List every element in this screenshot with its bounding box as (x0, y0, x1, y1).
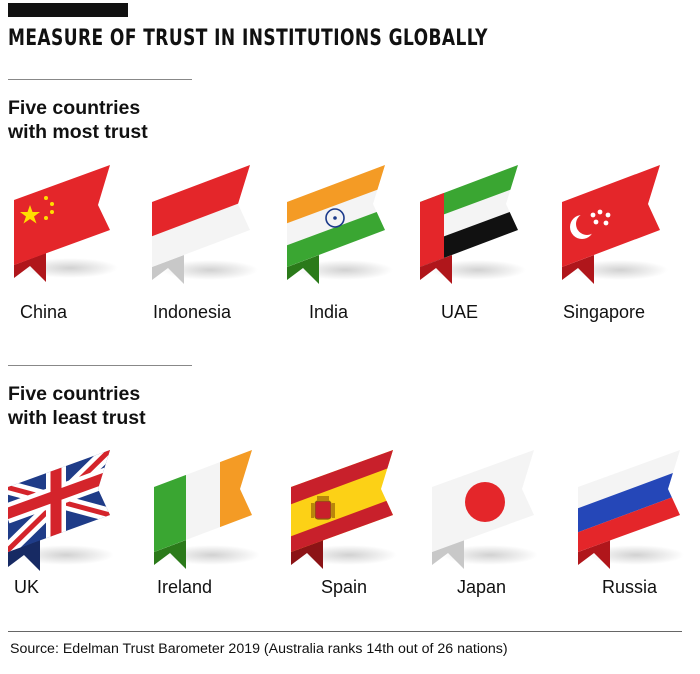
flag-ireland (152, 445, 276, 575)
most-trust-heading-line2: with most trust (8, 121, 148, 143)
country-label: Russia (602, 577, 658, 597)
flag-uk (6, 445, 130, 575)
flag-china (10, 160, 134, 290)
flag-india (285, 160, 409, 290)
country-label: Indonesia (153, 302, 232, 322)
country-label: Japan (457, 577, 507, 597)
flag-uae (418, 160, 542, 290)
country-label: Ireland (157, 577, 213, 597)
divider-middle (8, 365, 192, 366)
page-title: MEASURE OF TRUST IN INSTITUTIONS GLOBALL… (8, 26, 488, 51)
source-note: Source: Edelman Trust Barometer 2019 (Au… (10, 641, 508, 657)
flag-russia (576, 445, 700, 575)
country-label: Spain (321, 577, 368, 597)
flag-singapore (560, 160, 684, 290)
country-label: Singapore (563, 302, 646, 322)
divider-bottom (8, 631, 682, 632)
flag-indonesia (150, 160, 274, 290)
most-trust-heading-line1: Five countries (8, 97, 141, 119)
most-trust-heading: Five countries with most trust (8, 96, 148, 144)
country-label: China (20, 302, 68, 322)
country-label: UAE (441, 302, 479, 322)
least-trust-heading-line2: with least trust (8, 407, 146, 429)
country-label: UK (14, 577, 40, 597)
flag-spain (289, 445, 413, 575)
header-bar (8, 3, 128, 17)
flag-japan (430, 445, 554, 575)
least-trust-heading: Five countries with least trust (8, 382, 146, 430)
divider-top (8, 79, 192, 80)
country-label: India (309, 302, 349, 322)
least-trust-heading-line1: Five countries (8, 383, 141, 405)
